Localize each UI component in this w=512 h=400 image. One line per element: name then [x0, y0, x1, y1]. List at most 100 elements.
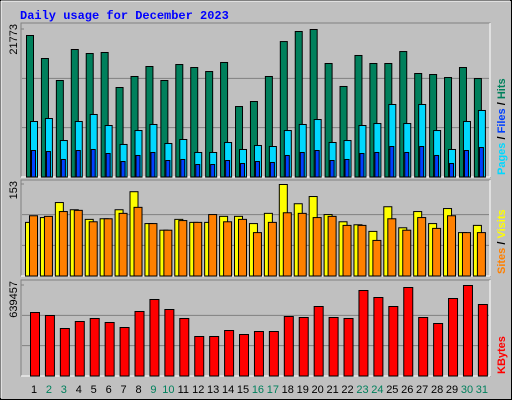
bar — [194, 335, 205, 377]
bar — [149, 298, 160, 377]
x-tick-label: 26 — [401, 384, 413, 396]
bar — [209, 335, 220, 377]
bar — [148, 223, 158, 277]
legend: Pages / Files / Hits — [496, 78, 508, 175]
bar — [402, 229, 412, 277]
bar — [103, 218, 113, 277]
x-tick-label: 7 — [121, 384, 127, 396]
bar — [31, 150, 36, 178]
bar — [59, 327, 70, 377]
legend-entry: KBytes — [496, 336, 508, 374]
legend-entry: Files — [496, 108, 508, 133]
bar — [133, 206, 143, 277]
bar — [88, 221, 98, 277]
legend-entry: Pages — [496, 143, 508, 175]
bar — [73, 209, 83, 277]
x-tick-label: 30 — [461, 384, 473, 396]
bar — [89, 317, 100, 377]
bar — [373, 297, 384, 377]
x-tick-label: 18 — [282, 384, 294, 396]
x-tick-label: 25 — [386, 384, 398, 396]
x-tick-label: 3 — [61, 384, 67, 396]
bar — [224, 330, 235, 377]
bar — [45, 151, 51, 178]
bar — [389, 146, 395, 178]
legend-separator: / — [496, 99, 508, 108]
bar — [434, 154, 440, 178]
bar — [419, 146, 425, 178]
x-tick-label: 20 — [312, 384, 324, 396]
bar — [268, 331, 279, 377]
bar — [165, 160, 171, 178]
y-tick-label: 639457 — [8, 281, 20, 318]
bar — [404, 151, 410, 178]
x-tick-label: 12 — [192, 384, 204, 396]
bar — [283, 316, 294, 377]
bar — [29, 215, 38, 277]
bar — [357, 224, 367, 277]
bar — [312, 217, 322, 277]
bar — [240, 162, 246, 178]
bar — [180, 158, 186, 178]
bar — [298, 316, 309, 377]
x-tick-label: 21 — [326, 384, 338, 396]
bar — [118, 212, 128, 277]
x-tick-label: 8 — [135, 384, 141, 396]
legend-entry: Sites — [496, 248, 508, 274]
bar — [297, 212, 307, 277]
bar — [329, 160, 335, 178]
x-tick-label: 31 — [476, 384, 488, 396]
bar — [359, 153, 365, 178]
x-tick-label: 14 — [222, 384, 234, 396]
x-tick-label: 28 — [431, 384, 443, 396]
x-tick-label: 10 — [162, 384, 174, 396]
bar — [252, 232, 262, 277]
bar — [75, 150, 81, 178]
bar — [193, 221, 203, 277]
bar — [238, 218, 248, 277]
legend-separator: / — [496, 239, 508, 248]
bar — [90, 148, 96, 178]
bar — [267, 221, 277, 277]
legend: Sites / Visits — [496, 209, 508, 274]
bar — [134, 310, 145, 377]
x-tick-label: 24 — [371, 384, 383, 396]
bar — [299, 151, 305, 178]
legend-entry: Hits — [496, 78, 508, 99]
bar — [432, 227, 442, 277]
bar — [163, 229, 173, 277]
bar — [223, 221, 233, 277]
bar — [327, 215, 337, 277]
bar — [476, 232, 486, 277]
x-tick-label: 4 — [76, 384, 82, 396]
bar — [462, 285, 473, 377]
bar — [284, 154, 290, 178]
legend: KBytes — [496, 336, 508, 374]
bar — [210, 164, 216, 178]
bar — [344, 158, 350, 178]
x-tick-label: 16 — [252, 384, 264, 396]
x-tick-label: 2 — [46, 384, 52, 396]
x-tick-label: 11 — [178, 384, 189, 396]
bar — [74, 320, 85, 377]
bar — [30, 312, 40, 377]
bar — [478, 147, 484, 178]
bar — [135, 154, 141, 178]
bar — [417, 217, 427, 277]
bar — [239, 334, 250, 377]
bar — [372, 239, 382, 277]
bar — [120, 161, 126, 178]
bar — [314, 150, 320, 178]
bar — [58, 211, 68, 277]
legend-separator: / — [496, 133, 508, 142]
x-tick-label: 9 — [150, 384, 156, 396]
x-tick-label: 27 — [416, 384, 428, 396]
x-tick-label: 15 — [237, 384, 249, 396]
y-tick-label: 153 — [8, 181, 20, 199]
bar — [418, 316, 429, 377]
x-tick-label: 17 — [267, 384, 279, 396]
bar — [342, 224, 352, 277]
bar — [328, 316, 339, 377]
bar — [150, 151, 156, 178]
